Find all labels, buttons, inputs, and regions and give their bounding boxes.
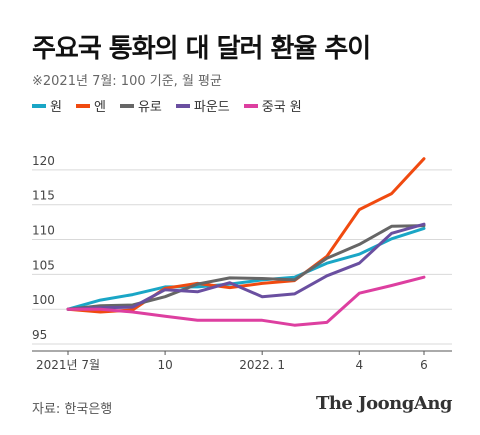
y-tick-label-95: 95 xyxy=(32,328,47,342)
x-tick-label-3: 10 xyxy=(157,358,172,372)
legend-swatch-4 xyxy=(243,103,258,108)
chart-title: 주요국 통화의 대 달러 환율 추이 xyxy=(32,34,371,64)
legend-label-3: 파운드 xyxy=(193,100,230,115)
y-tick-label-105: 105 xyxy=(32,258,55,272)
series-line-2 xyxy=(66,224,426,311)
legend-label-0: 원 xyxy=(50,100,62,115)
y-tick-label-100: 100 xyxy=(32,293,55,307)
x-tick-label-0: 2021년 7월 xyxy=(36,358,100,372)
legend-label-1: 엔 xyxy=(93,100,106,115)
legend-swatch-1 xyxy=(75,103,90,108)
legend-item-2: 유로 xyxy=(119,96,162,115)
legend-item-1: 엔 xyxy=(75,96,106,115)
chart-subtitle: ※2021년 7월: 100 기준, 월 평균 xyxy=(32,74,222,89)
legend-item-3: 파운드 xyxy=(175,96,230,115)
y-tick-label-110: 110 xyxy=(32,224,55,238)
x-tick-label-9: 4 xyxy=(355,358,363,372)
y-tick-label-115: 115 xyxy=(32,189,55,203)
series-line-0 xyxy=(66,226,426,311)
legend-item-4: 중국 원 xyxy=(243,96,302,115)
legend-label-2: 유로 xyxy=(137,100,162,115)
y-tick-label-120: 120 xyxy=(32,154,55,168)
series-line-3 xyxy=(66,222,426,311)
legend-label-4: 중국 원 xyxy=(261,100,302,115)
legend-item-0: 원 xyxy=(32,96,62,115)
legend-swatch-2 xyxy=(119,103,134,108)
legend-swatch-3 xyxy=(175,103,190,108)
x-tick-label-6: 2022. 1 xyxy=(239,358,285,372)
series-line-4 xyxy=(66,275,426,327)
legend-swatch-0 xyxy=(32,103,46,108)
source-note: 자료: 한국은행 xyxy=(32,402,113,417)
x-tick-label-11: 6 xyxy=(420,358,428,372)
brand-logo: The JoongAng xyxy=(315,393,453,414)
legend: 원 엔 유로 파운드 중국 원 xyxy=(32,96,302,115)
